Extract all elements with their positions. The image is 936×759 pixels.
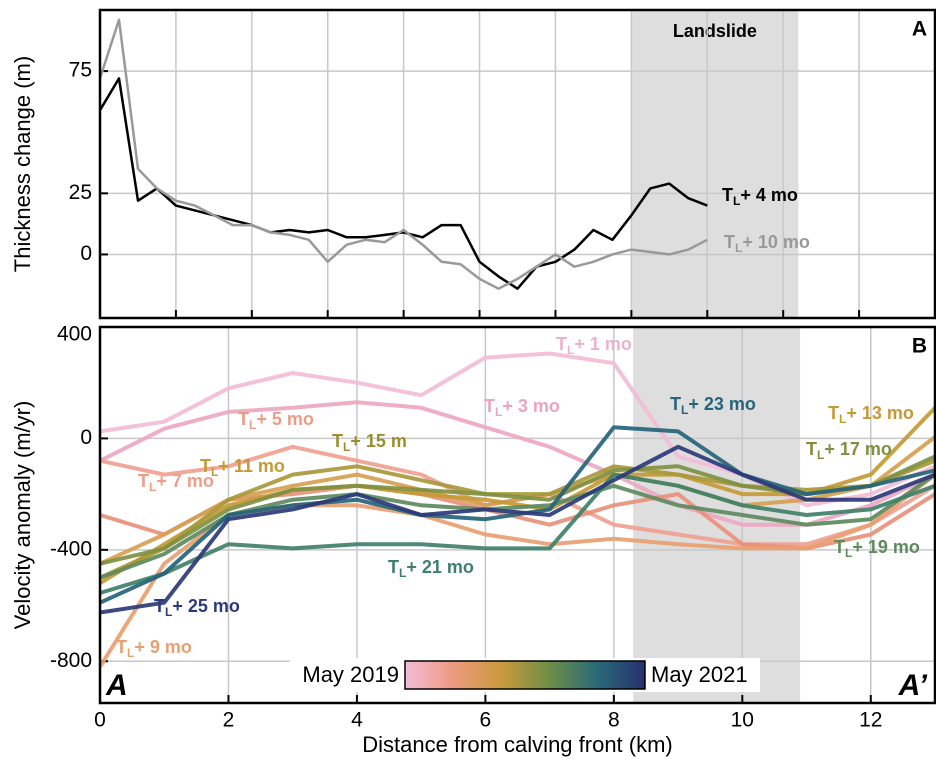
label-sub: L	[343, 440, 350, 454]
label-suffix: + 13 mo	[846, 403, 914, 423]
series-label: TL+ 23 mo	[670, 394, 756, 417]
label-sub: L	[211, 465, 218, 479]
label-main: T	[200, 456, 211, 476]
x-tick-label: 4	[351, 709, 363, 732]
label-suffix: + 5 mo	[256, 409, 314, 429]
series-label: TL+ 21 mo	[388, 557, 474, 580]
x-axis-label: Distance from calving front (km)	[362, 732, 673, 757]
label-sub: L	[845, 546, 852, 560]
y-tick-label: 0	[80, 242, 92, 265]
series-label: TL+ 11 mo	[200, 456, 285, 479]
label-suffix: + 21 mo	[406, 557, 474, 577]
shaded-region	[631, 10, 799, 318]
label-main: T	[154, 596, 165, 616]
label-suffix: + 7 mo	[156, 471, 214, 491]
label-main: T	[724, 232, 735, 252]
shaded-label: Landslide	[673, 21, 757, 41]
label-main: T	[116, 637, 127, 657]
x-tick-label: 6	[480, 709, 492, 732]
series-line	[99, 444, 936, 615]
series-line	[99, 425, 936, 605]
label-main: T	[332, 431, 343, 451]
panel-label: B	[912, 335, 927, 358]
label-sub: L	[495, 405, 502, 419]
series-label: TL+ 5 mo	[238, 409, 314, 432]
label-sub: L	[735, 241, 742, 255]
series-line	[99, 472, 936, 595]
label-main: T	[238, 409, 249, 429]
label-sub: L	[839, 412, 846, 426]
label-suffix: + 17 mo	[824, 439, 892, 459]
label-sub: L	[165, 605, 172, 619]
label-sub: L	[733, 194, 740, 208]
x-tick-label: 8	[608, 709, 620, 732]
label-suffix: + 25 mo	[172, 596, 240, 616]
y-tick-label: -800	[50, 649, 92, 672]
label-sub: L	[149, 480, 156, 494]
x-tick-label: 12	[859, 709, 882, 732]
corner-label: A’	[898, 669, 928, 702]
series-label: TL+ 7 mo	[138, 471, 214, 494]
label-suffix: + 11 mo	[218, 456, 285, 476]
label-main: T	[556, 334, 567, 354]
y-tick-label: 400	[57, 323, 92, 346]
axes-frame	[98, 325, 936, 705]
series-label: TL+ 9 mo	[116, 637, 192, 660]
y-tick-label: 0	[80, 426, 92, 449]
colorbar	[404, 660, 646, 690]
series-label: TL+ 13 mo	[828, 403, 914, 426]
label-suffix: + 9 mo	[134, 637, 192, 657]
y-tick-label: 75	[69, 59, 92, 82]
label-suffix: + 19 mo	[852, 537, 920, 557]
label-main: T	[484, 396, 495, 416]
y-axis-label: Thickness change (m)	[10, 56, 35, 272]
colorbar-label: May 2019	[302, 662, 399, 687]
label-sub: L	[399, 566, 406, 580]
label-sub: L	[567, 343, 574, 357]
axes-frame	[98, 8, 936, 320]
series-label: TL+ 25 mo	[154, 596, 240, 619]
label-main: T	[834, 537, 845, 557]
y-axis-label: Velocity anomaly (m/yr)	[10, 401, 35, 630]
label-suffix: + 15 m	[350, 431, 407, 451]
label-main: T	[138, 471, 149, 491]
label-main: T	[388, 557, 399, 577]
x-tick-label: 0	[94, 709, 106, 732]
panel-label: A	[912, 18, 927, 41]
label-suffix: + 23 mo	[688, 394, 756, 414]
label-suffix: + 1 mo	[574, 334, 632, 354]
label-main: T	[722, 185, 733, 205]
y-tick-label: -400	[50, 537, 92, 560]
label-suffix: + 3 mo	[502, 396, 560, 416]
label-main: T	[670, 394, 681, 414]
label-sub: L	[817, 448, 824, 462]
series-label: TL+ 15 m	[332, 431, 407, 454]
label-suffix: + 10 mo	[742, 232, 810, 252]
y-tick-label: 25	[69, 181, 92, 204]
series-line	[98, 18, 708, 290]
x-tick-label: 2	[223, 709, 235, 732]
series-label: TL+ 19 mo	[834, 537, 920, 560]
series-label: TL+ 3 mo	[484, 396, 560, 419]
series-label: TL+ 17 mo	[806, 439, 892, 462]
label-sub: L	[127, 646, 134, 660]
series-label: TL+ 10 mo	[724, 232, 810, 255]
label-main: T	[828, 403, 839, 423]
label-sub: L	[249, 418, 256, 432]
corner-label: A	[105, 669, 128, 702]
series-line	[99, 351, 936, 508]
series-line	[98, 77, 708, 290]
label-suffix: + 4 mo	[740, 185, 798, 205]
label-main: T	[806, 439, 817, 459]
series-label: TL+ 4 mo	[722, 185, 798, 208]
colorbar-label: May 2021	[651, 662, 748, 687]
label-sub: L	[681, 403, 688, 417]
x-tick-label: 10	[731, 709, 754, 732]
series-label: TL+ 1 mo	[556, 334, 632, 357]
